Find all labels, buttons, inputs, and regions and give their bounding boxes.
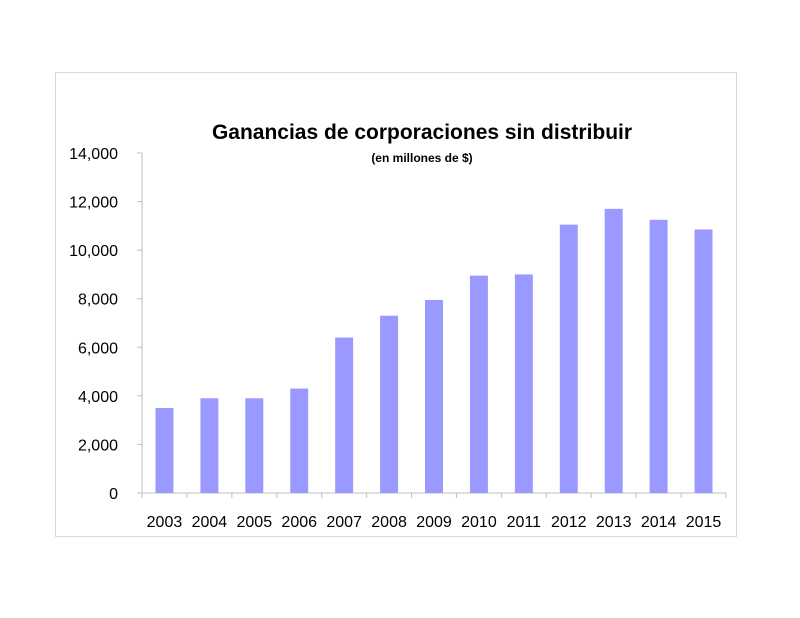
y-tick-label: 10,000	[69, 243, 118, 260]
x-tick-label: 2013	[596, 514, 632, 531]
x-tick-label: 2009	[416, 514, 452, 531]
x-tick-label: 2011	[507, 514, 542, 531]
bar	[290, 388, 309, 493]
y-tick-label: 4,000	[78, 389, 118, 406]
chart-title: Ganancias de corporaciones sin distribui…	[212, 121, 632, 144]
chart-subtitle: (en millones de $)	[371, 151, 472, 165]
bars	[155, 208, 713, 494]
x-axis: 2003 2004 2005 2006 2007 2008 2009 2010 2011 2012…	[141, 492, 727, 531]
y-tick-label: 12,000	[69, 195, 118, 212]
bar	[380, 315, 399, 493]
y-tick-label: 14,000	[69, 146, 118, 163]
y-tick-label: 8,000	[78, 292, 118, 309]
x-tick-label: 2014	[641, 514, 677, 531]
bar	[559, 224, 578, 493]
bar	[604, 208, 623, 493]
x-tick-label: 2015	[686, 514, 722, 531]
y-tick-label: 6,000	[78, 340, 118, 357]
bar	[694, 229, 713, 493]
bar	[425, 299, 443, 493]
bar	[514, 274, 533, 493]
bar	[245, 398, 264, 493]
x-tick-label: 2005	[237, 514, 273, 531]
x-tick-label: 2007	[326, 514, 362, 531]
x-tick-label: 2006	[281, 514, 317, 531]
y-tick-label: 0	[109, 486, 118, 503]
bar	[469, 275, 488, 493]
bar	[155, 408, 174, 493]
bar	[649, 219, 668, 494]
bar	[335, 337, 354, 493]
x-tick-label: 2003	[147, 514, 183, 531]
x-tick-label: 2004	[192, 514, 228, 531]
y-axis: 0 2,000 4,000 6,000 8,000 10,000 12,000 14,000	[69, 146, 143, 503]
y-tick-label: 2,000	[78, 437, 118, 454]
x-tick-label: 2008	[371, 514, 407, 531]
x-tick-label: 2012	[551, 514, 587, 531]
x-tick-label: 2010	[461, 514, 497, 531]
bar	[200, 398, 219, 493]
